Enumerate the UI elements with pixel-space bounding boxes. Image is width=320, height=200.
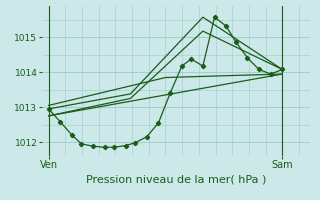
X-axis label: Pression niveau de la mer( hPa ): Pression niveau de la mer( hPa ) xyxy=(86,174,266,184)
